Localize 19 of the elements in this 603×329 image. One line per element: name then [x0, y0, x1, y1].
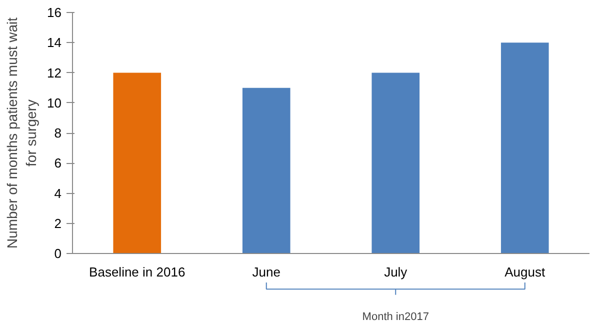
y-tick-label: 6: [54, 156, 62, 171]
y-tick-label: 4: [54, 186, 62, 201]
bar: [500, 42, 549, 254]
y-tick-label: 16: [47, 5, 62, 20]
y-tick-label: 2: [54, 216, 62, 231]
bar: [113, 72, 162, 254]
text: Month in2017: [362, 310, 429, 323]
y-axis-title: Number of months patients must wait for surgery: [4, 17, 40, 249]
y-tick-label: 12: [47, 65, 62, 80]
x-tick-label: August: [504, 264, 546, 280]
y-tick-label: 8: [54, 126, 62, 140]
y-tick-label: 10: [47, 95, 62, 110]
y-tick-label: 14: [47, 35, 62, 50]
bar: [242, 88, 290, 254]
bar: [372, 72, 420, 254]
x-tick-label: July: [384, 264, 408, 280]
x-tick-label: June: [252, 264, 280, 280]
y-tick-label: 0: [54, 246, 62, 261]
x-tick-label: Baseline in 2016: [89, 264, 186, 280]
